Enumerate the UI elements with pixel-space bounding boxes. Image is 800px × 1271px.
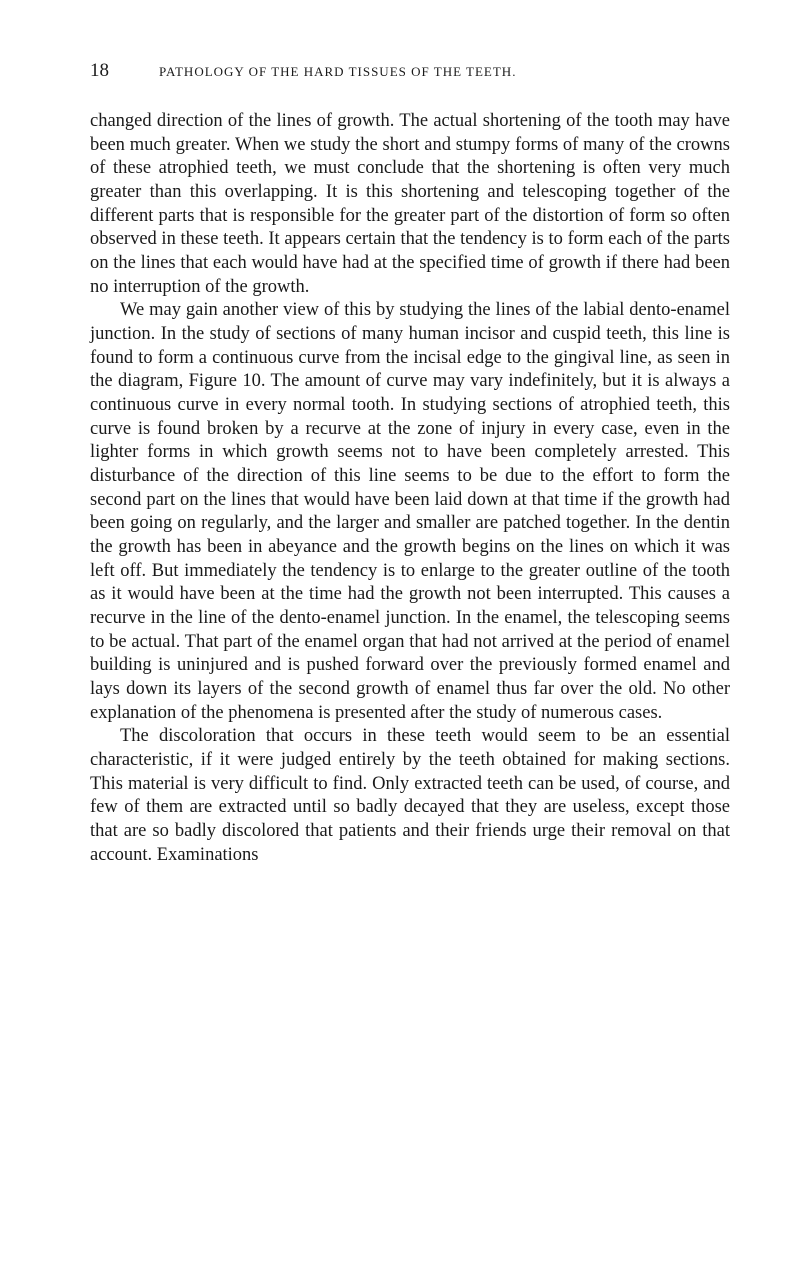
paragraph-1: changed direction of the lines of growth… [90,110,730,299]
page-header: 18 PATHOLOGY OF THE HARD TISSUES OF THE … [90,60,730,82]
running-title: PATHOLOGY OF THE HARD TISSUES OF THE TEE… [159,64,516,80]
paragraph-3: The discoloration that occurs in these t… [90,725,730,867]
body-text: changed direction of the lines of growth… [90,110,730,868]
paragraph-2: We may gain another view of this by stud… [90,299,730,725]
page-number: 18 [90,60,109,82]
